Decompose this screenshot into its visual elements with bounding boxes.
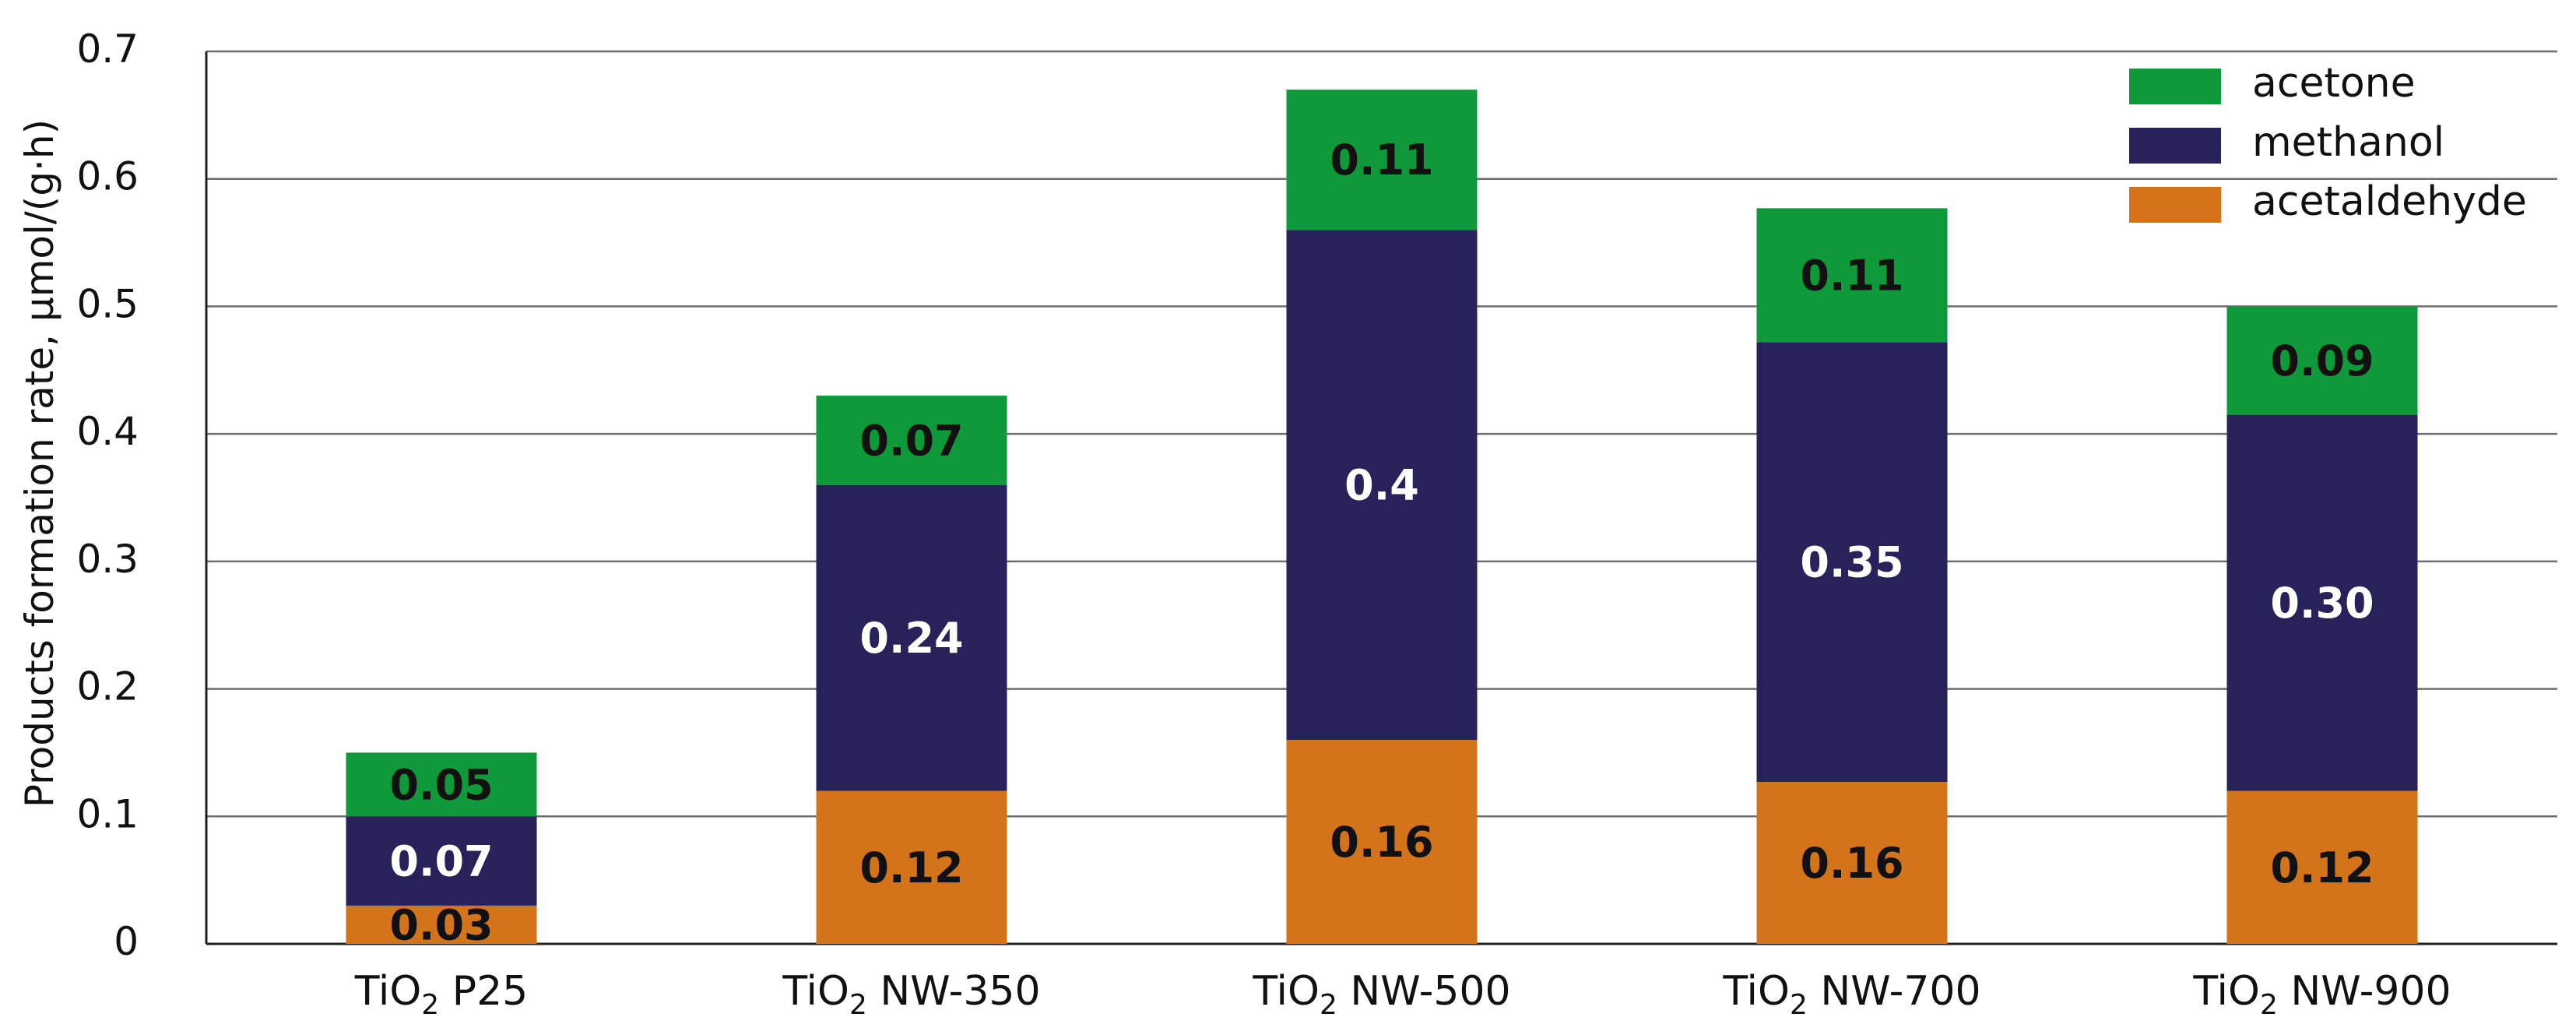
data-label-acetaldehyde: 0.12 bbox=[2270, 843, 2374, 892]
x-category-label: TiO2 NW-350 bbox=[782, 968, 1040, 1021]
category-rest: NW-900 bbox=[2278, 968, 2451, 1015]
bar-segment-acetaldehyde bbox=[2226, 790, 2418, 944]
data-label-methanol: 0.07 bbox=[389, 837, 493, 886]
data-label-acetaldehyde: 0.16 bbox=[1330, 818, 1433, 867]
bar-segment-acetone bbox=[1286, 90, 1478, 231]
bar-segment-methanol bbox=[816, 484, 1007, 791]
category-subscript: 2 bbox=[2260, 989, 2278, 1021]
y-tick-label: 0 bbox=[114, 919, 139, 964]
data-label-acetaldehyde: 0.16 bbox=[1800, 839, 1903, 888]
data-label-acetone: 0.09 bbox=[2270, 336, 2374, 385]
data-label-acetaldehyde: 0.03 bbox=[389, 900, 493, 949]
x-axis-categories: TiO2 P25 TiO2 NW-350 TiO2 NW-500 TiO2 NW-70… bbox=[354, 968, 2451, 1021]
bar-segment-methanol bbox=[2226, 414, 2418, 791]
y-tick-label: 0.7 bbox=[76, 26, 139, 72]
data-label-methanol: 0.35 bbox=[1800, 538, 1903, 587]
legend-swatch-acetaldehyde bbox=[2129, 187, 2221, 223]
x-category-label: TiO2 NW-700 bbox=[1722, 968, 1980, 1021]
category-rest: NW-350 bbox=[867, 968, 1041, 1015]
category-subscript: 2 bbox=[849, 989, 867, 1021]
legend-swatch-methanol bbox=[2129, 128, 2221, 164]
data-label-acetone: 0.11 bbox=[1330, 136, 1433, 185]
bar-segment-acetaldehyde bbox=[1286, 740, 1478, 944]
y-axis-label: Products formation rate, μmol/(g·h) bbox=[17, 119, 62, 808]
category-rest: NW-700 bbox=[1808, 968, 1981, 1015]
data-label-acetone: 0.07 bbox=[859, 416, 963, 465]
bar-segment-acetaldehyde bbox=[346, 905, 537, 944]
data-label-acetone: 0.05 bbox=[389, 760, 493, 809]
data-label-methanol: 0.24 bbox=[859, 614, 963, 663]
x-category-label: TiO2 P25 bbox=[354, 968, 529, 1021]
y-tick-label: 0.2 bbox=[76, 664, 139, 709]
category-rest: P25 bbox=[439, 968, 528, 1015]
category-subscript: 2 bbox=[1790, 989, 1808, 1021]
y-tick-label: 0.1 bbox=[76, 791, 139, 836]
legend: acetone methanol acetaldehyde bbox=[2129, 60, 2527, 225]
category-main: TiO bbox=[782, 968, 849, 1015]
category-subscript: 2 bbox=[421, 989, 439, 1021]
legend-swatch-acetone bbox=[2129, 69, 2221, 104]
category-main: TiO bbox=[2192, 968, 2260, 1015]
bar-segment-acetaldehyde bbox=[816, 790, 1007, 944]
legend-label-acetone: acetone bbox=[2252, 60, 2416, 107]
y-axis-ticks: 0 0.1 0.2 0.3 0.4 0.5 0.6 0.7 bbox=[76, 26, 139, 964]
x-category-label: TiO2 NW-900 bbox=[2192, 968, 2451, 1021]
legend-label-acetaldehyde: acetaldehyde bbox=[2252, 178, 2527, 225]
x-category-label: TiO2 NW-500 bbox=[1252, 968, 1510, 1021]
bar-segment-acetone bbox=[1756, 208, 1948, 343]
data-label-methanol: 0.30 bbox=[2270, 579, 2374, 628]
y-tick-label: 0.6 bbox=[76, 154, 139, 199]
category-main: TiO bbox=[1722, 968, 1790, 1015]
bar-segment-acetaldehyde bbox=[1756, 782, 1948, 944]
bar-segment-methanol bbox=[1286, 230, 1478, 741]
category-main: TiO bbox=[1252, 968, 1320, 1015]
category-subscript: 2 bbox=[1320, 989, 1337, 1021]
data-label-acetaldehyde: 0.12 bbox=[859, 843, 963, 892]
category-main: TiO bbox=[354, 968, 422, 1015]
y-tick-label: 0.5 bbox=[76, 281, 139, 326]
bar-segment-acetone bbox=[2226, 306, 2418, 415]
bars: 0.03 0.07 0.05 0.12 0.24 0.07 0.16 0.4 0.11 0.16 0… bbox=[346, 90, 2418, 949]
data-label-acetone: 0.11 bbox=[1800, 251, 1903, 300]
legend-label-methanol: methanol bbox=[2252, 119, 2444, 166]
bar-segment-methanol bbox=[1756, 342, 1948, 783]
bar-segment-methanol bbox=[346, 816, 537, 906]
category-rest: NW-500 bbox=[1337, 968, 1511, 1015]
data-label-methanol: 0.4 bbox=[1344, 461, 1419, 510]
bar-segment-acetone bbox=[816, 396, 1007, 485]
y-tick-label: 0.4 bbox=[76, 409, 139, 454]
bar-segment-acetone bbox=[346, 752, 537, 817]
y-tick-label: 0.3 bbox=[76, 537, 139, 582]
